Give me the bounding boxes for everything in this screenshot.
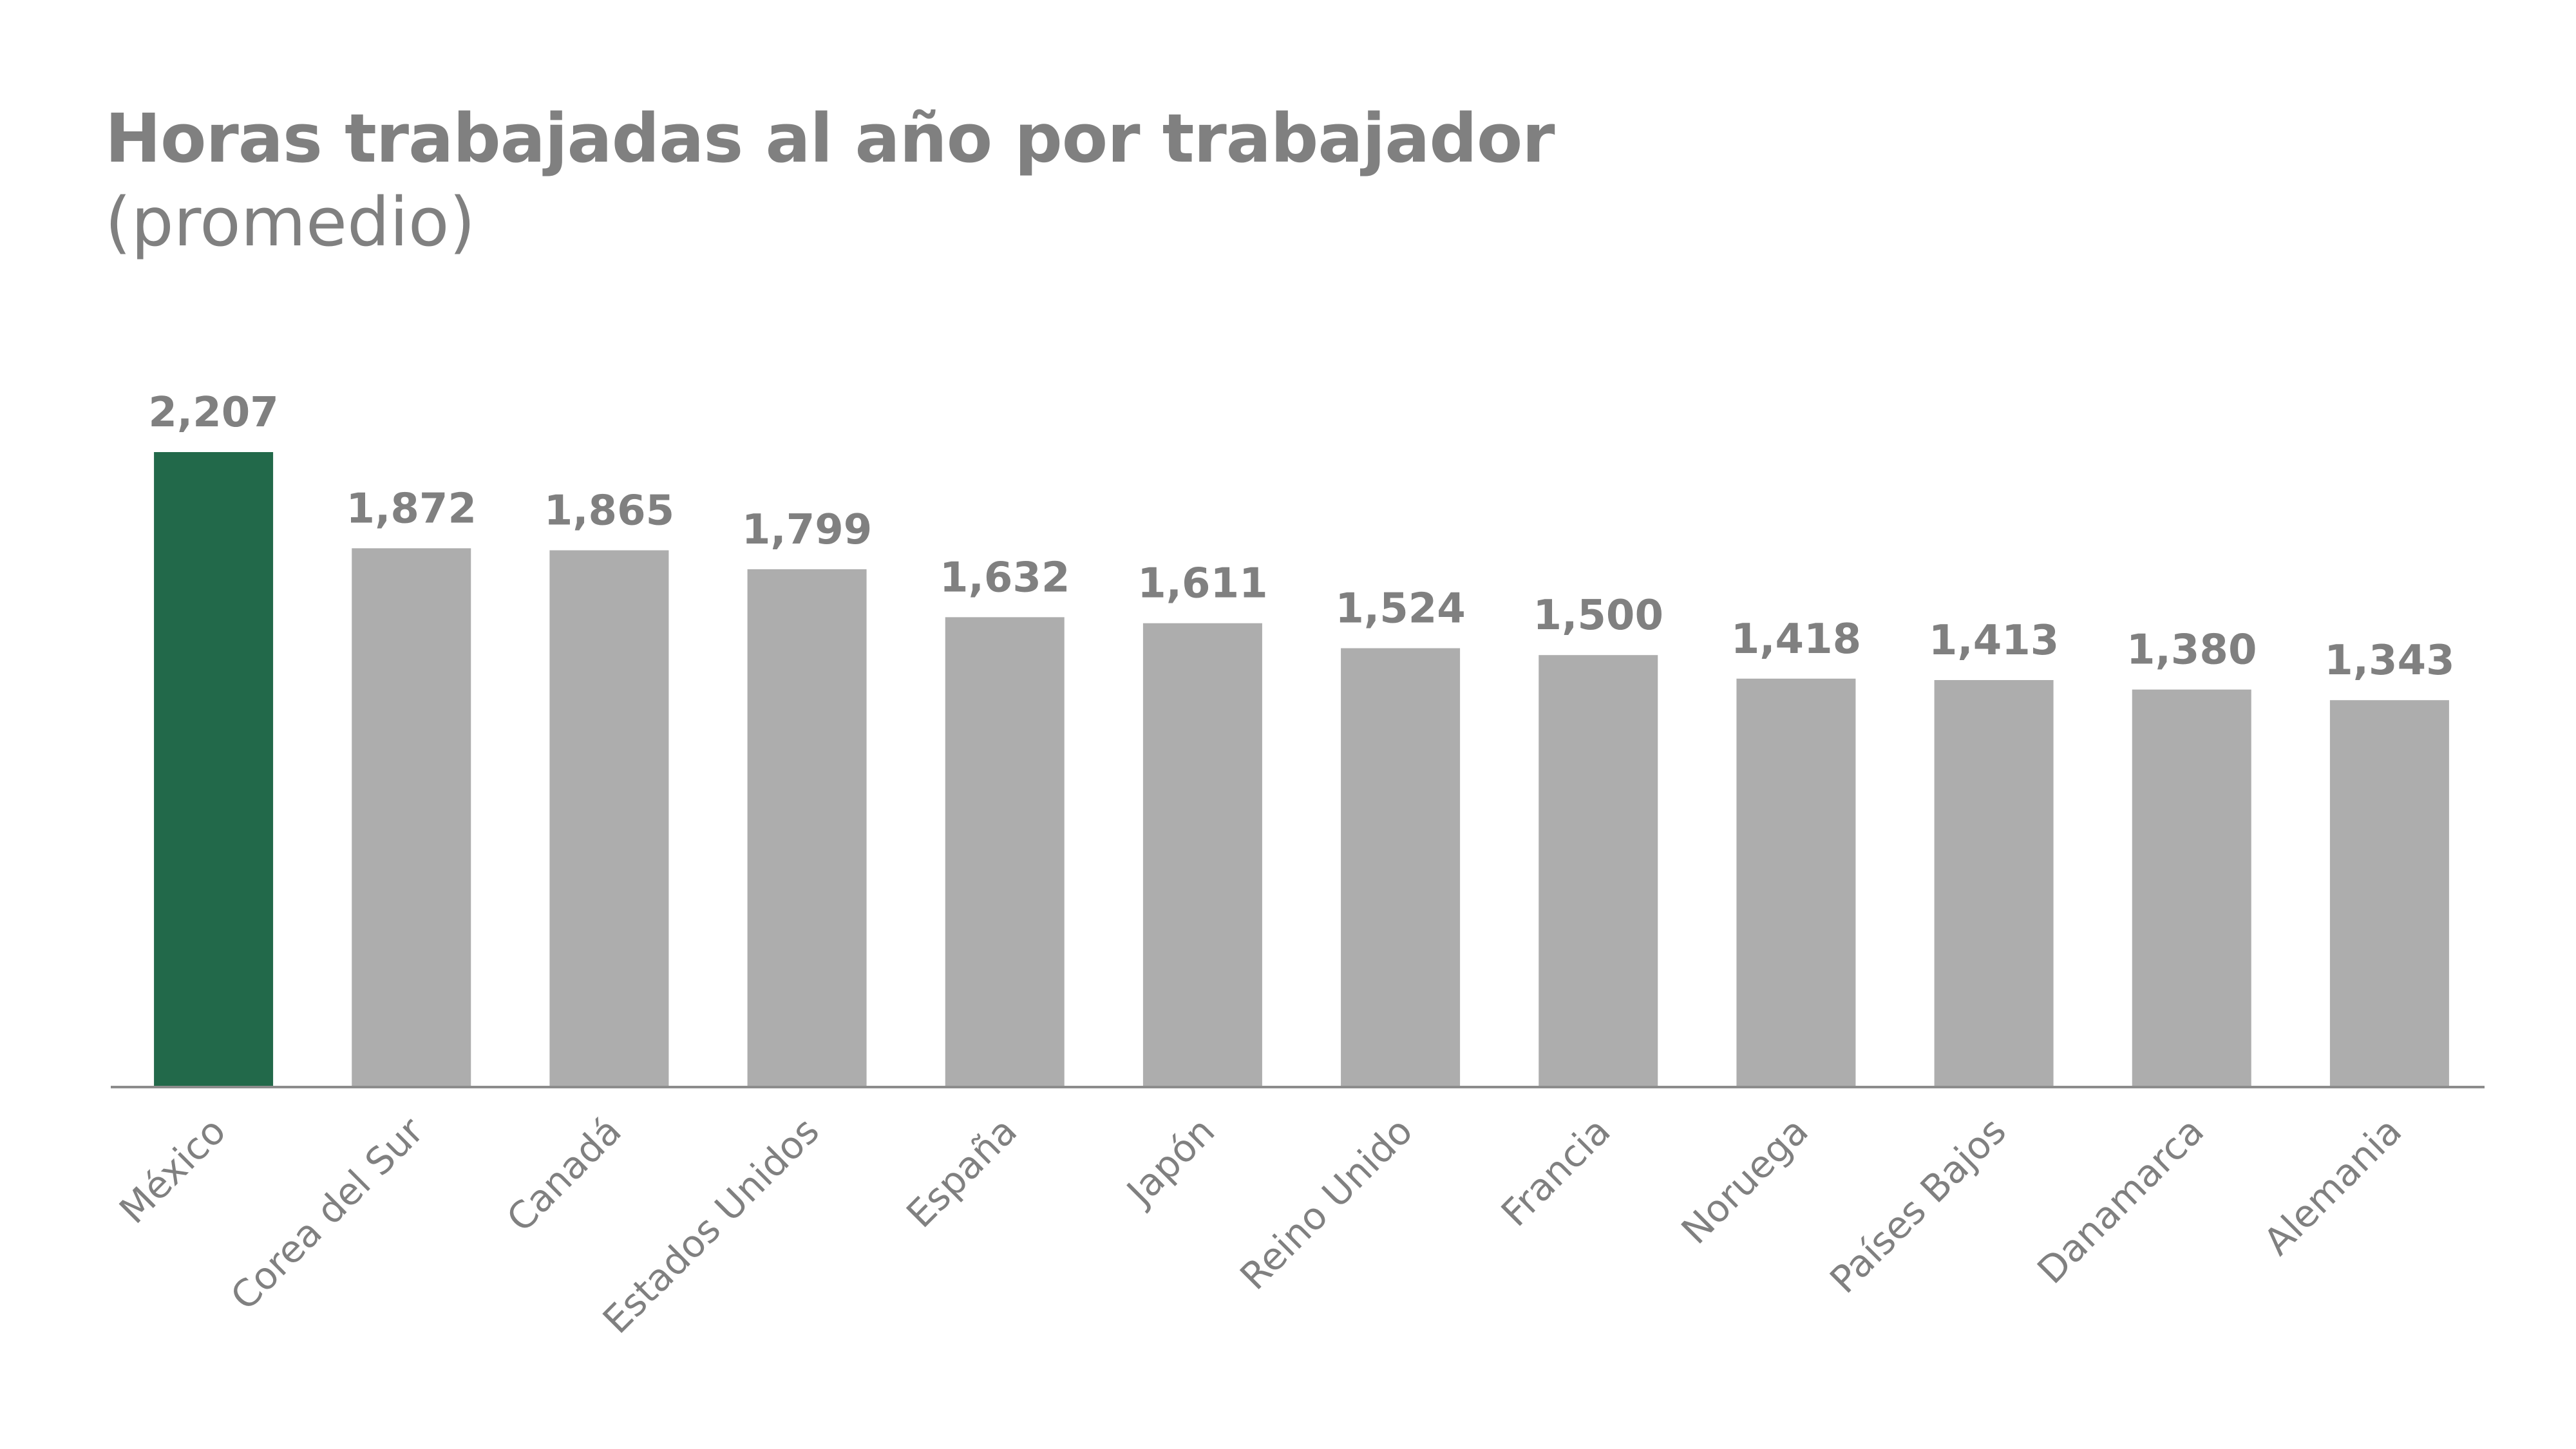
- bar: [1539, 655, 1658, 1086]
- bar: [1934, 680, 2054, 1086]
- bar: [1142, 623, 1262, 1086]
- data-label: 1,611: [1137, 560, 1267, 608]
- x-tick-label: Reino Unido: [1231, 1109, 1421, 1298]
- x-tick-label: Países Bajos: [1821, 1109, 2014, 1302]
- bar: [1341, 648, 1461, 1086]
- bar: [945, 617, 1065, 1086]
- bar: [352, 548, 471, 1086]
- bar: [747, 569, 867, 1086]
- data-label: 1,865: [544, 487, 674, 535]
- x-tick-label: Francia: [1493, 1109, 1619, 1235]
- data-label: 2,207: [148, 389, 278, 437]
- x-tick-label: México: [111, 1109, 234, 1232]
- x-tick-label: Estados Unidos: [594, 1109, 828, 1342]
- x-tick-label: Japón: [1117, 1109, 1224, 1215]
- data-label: 1,413: [1929, 617, 2059, 665]
- bar: [549, 550, 669, 1086]
- x-tick-label: Canadá: [498, 1109, 630, 1240]
- data-label: 1,343: [2324, 637, 2454, 685]
- data-label: 1,418: [1731, 616, 1861, 663]
- bar: [2329, 700, 2449, 1086]
- x-tick-label: España: [898, 1109, 1025, 1236]
- bar: [154, 452, 274, 1086]
- chart-title-block: Horas trabajadas al año por trabajador (…: [105, 97, 1555, 264]
- data-label: 1,632: [940, 554, 1070, 601]
- x-tick-label: Corea del Sur: [222, 1109, 432, 1319]
- x-tick-label: Alemania: [2255, 1109, 2410, 1264]
- bar: [1736, 678, 1856, 1086]
- data-label: 1,524: [1335, 585, 1465, 633]
- chart-title: Horas trabajadas al año por trabajador: [105, 99, 1555, 178]
- chart-subtitle: (promedio): [105, 183, 476, 261]
- x-tick-label: Noruega: [1673, 1109, 1817, 1253]
- data-label: 1,380: [2126, 627, 2257, 674]
- data-label: 1,500: [1533, 592, 1663, 639]
- bar: [2132, 689, 2251, 1086]
- data-label: 1,872: [346, 485, 477, 533]
- x-tick-label: Danamarca: [2029, 1109, 2212, 1293]
- data-label: 1,799: [742, 506, 872, 554]
